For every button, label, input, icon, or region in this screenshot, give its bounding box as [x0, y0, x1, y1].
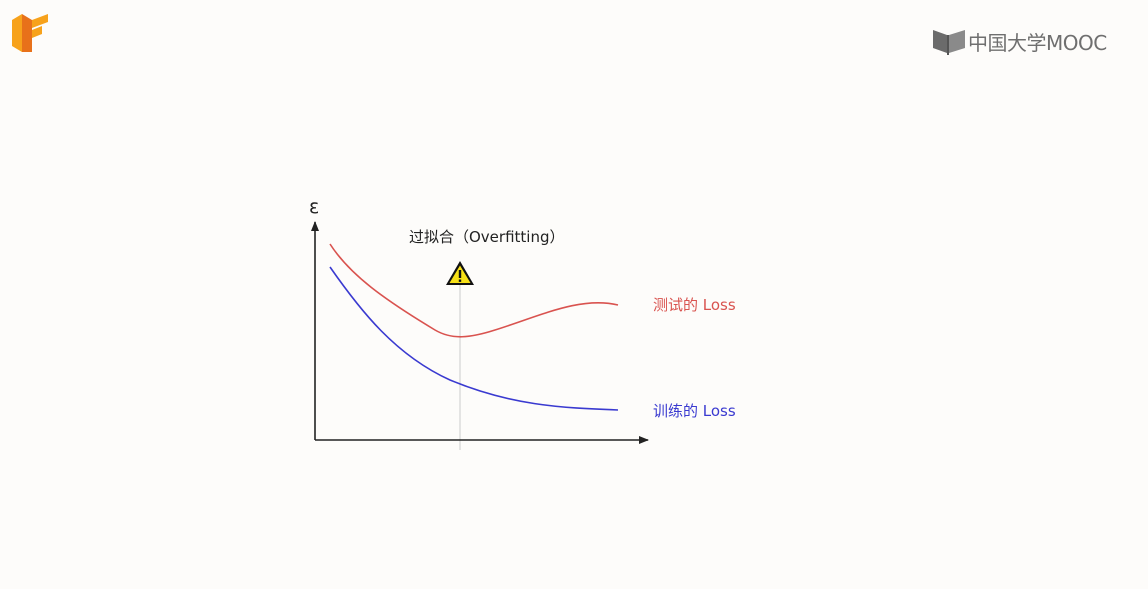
- diagram-title: 过拟合（Overfitting）: [409, 228, 565, 246]
- test-loss-label: 测试的 Loss: [653, 296, 736, 314]
- warning-icon: [446, 261, 474, 285]
- brand-text: 中国大学MOOC: [968, 30, 1107, 55]
- train-loss-label: 训练的 Loss: [653, 402, 736, 420]
- book-icon: [933, 30, 965, 55]
- brand-logo: 中国大学MOOC: [933, 25, 1107, 57]
- train-loss-curve: [329, 266, 619, 411]
- tensorflow-logo-icon: [12, 14, 48, 52]
- y-axis-label: ε: [309, 196, 319, 218]
- test-loss-curve: [329, 243, 619, 338]
